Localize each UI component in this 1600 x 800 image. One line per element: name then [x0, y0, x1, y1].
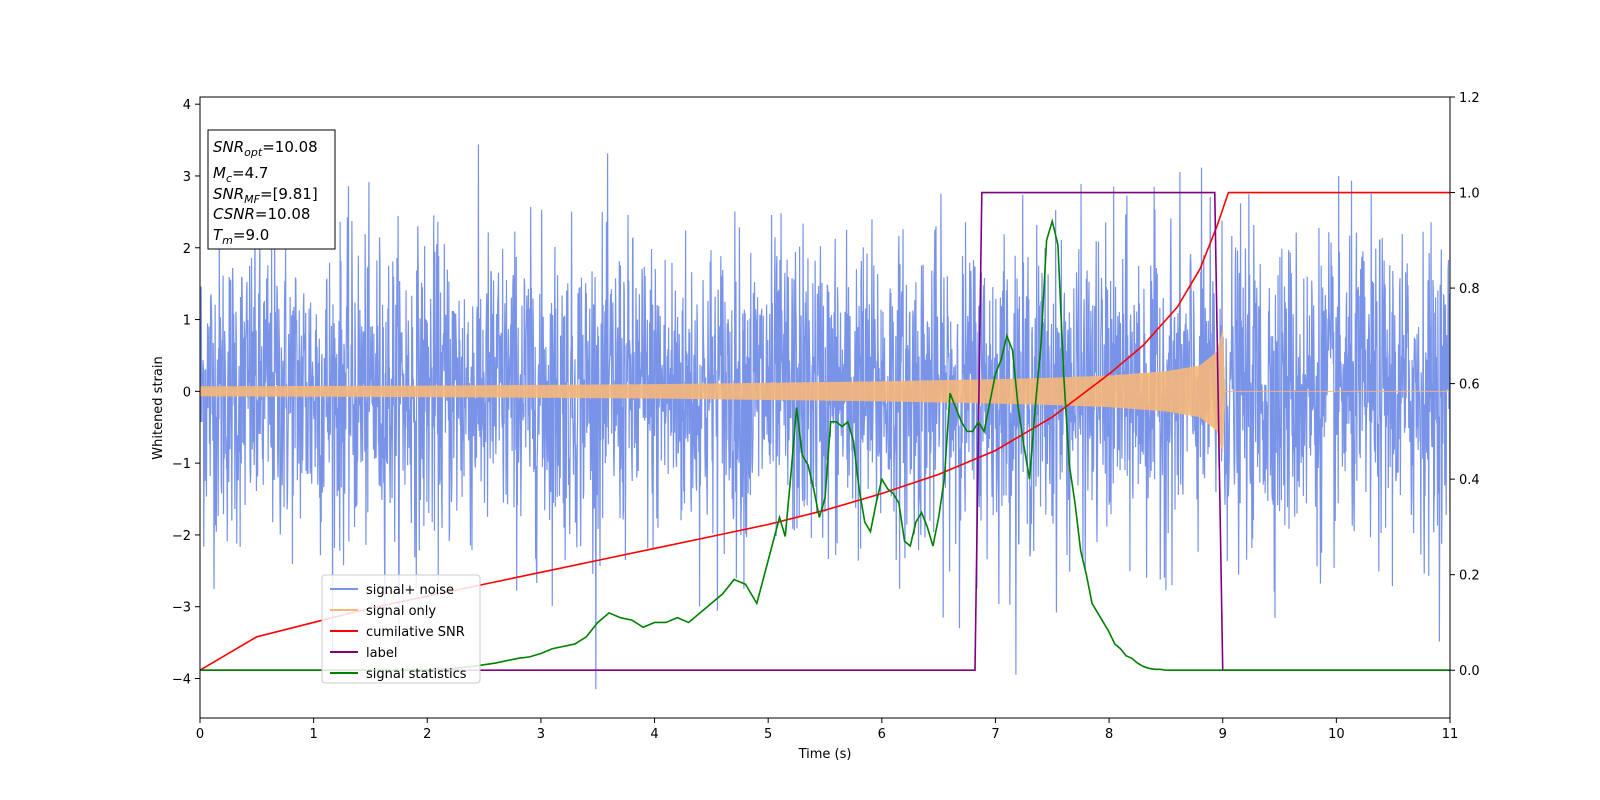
- y-left-tick-label: 0: [183, 385, 191, 400]
- y-axis-left: −4 −3 −2 −1 0 1 2 3 4: [172, 98, 200, 688]
- y-right-tick-label: 1.2: [1459, 91, 1480, 106]
- y-right-tick-label: 0.8: [1459, 282, 1480, 297]
- legend-label: label: [366, 646, 397, 661]
- series-signal-only: [200, 330, 1450, 452]
- legend-label: signal only: [366, 604, 436, 619]
- y-left-tick-label: 1: [183, 314, 191, 329]
- y-axis-label: Whitened strain: [151, 356, 166, 459]
- x-tick-label: 9: [1219, 727, 1227, 742]
- y-left-tick-label: −2: [172, 529, 191, 544]
- x-tick-label: 6: [878, 727, 886, 742]
- series-signal-statistics: [200, 218, 1450, 672]
- x-tick-label: 7: [991, 727, 999, 742]
- info-box: SNRopt=10.08 Mc=4.7 SNRMF=[9.81] CSNR=10…: [207, 129, 336, 250]
- x-axis: 0 1 2 3 4 5 6 7 8 9 10 11: [196, 718, 1458, 742]
- info-snr-mf: SNRMF=[9.81]: [213, 185, 318, 206]
- x-tick-label: 2: [423, 727, 431, 742]
- y-axis-right: 0.0 0.2 0.4 0.6 0.8 1.0 1.2: [1450, 91, 1480, 679]
- legend-label: cumilative SNR: [366, 625, 465, 640]
- x-tick-label: 5: [764, 727, 772, 742]
- info-snr-opt: SNRopt=10.08: [213, 138, 318, 159]
- legend: signal+ noise signal only cumilative SNR la…: [321, 574, 481, 684]
- x-tick-label: 11: [1442, 727, 1459, 742]
- x-tick-label: 10: [1328, 727, 1345, 742]
- info-csnr: CSNR=10.08: [213, 205, 310, 223]
- y-left-tick-label: −4: [172, 673, 191, 688]
- x-axis-label: Time (s): [798, 747, 852, 762]
- y-right-tick-label: 0.4: [1459, 473, 1480, 488]
- x-tick-label: 4: [650, 727, 658, 742]
- y-right-tick-label: 1.0: [1459, 187, 1480, 202]
- plot-frame: [199, 96, 1451, 719]
- x-tick-label: 1: [309, 727, 317, 742]
- series-signal-noise: [200, 144, 1450, 690]
- y-left-tick-label: 2: [183, 242, 191, 257]
- y-right-tick-label: 0.6: [1459, 378, 1480, 393]
- y-left-tick-label: 4: [183, 98, 191, 113]
- x-tick-label: 3: [537, 727, 545, 742]
- y-left-tick-label: 3: [183, 170, 191, 185]
- y-right-tick-label: 0.0: [1459, 664, 1480, 679]
- y-left-tick-label: −1: [172, 457, 191, 472]
- x-tick-label: 8: [1105, 727, 1113, 742]
- legend-label: signal+ noise: [366, 583, 454, 598]
- info-mc: Mc=4.7: [213, 164, 268, 185]
- y-right-tick-label: 0.2: [1459, 569, 1480, 584]
- info-tm: Tm=9.0: [213, 226, 269, 247]
- x-tick-label: 0: [196, 727, 204, 742]
- y-left-tick-label: −3: [172, 601, 191, 616]
- legend-label: signal statistics: [366, 667, 467, 682]
